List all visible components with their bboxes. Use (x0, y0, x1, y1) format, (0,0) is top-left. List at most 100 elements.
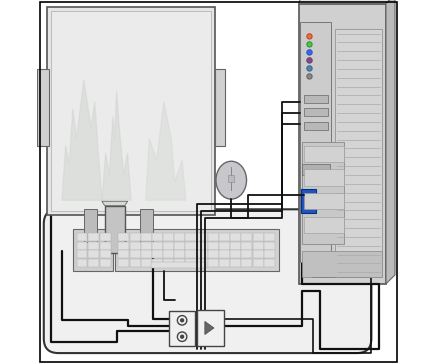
Bar (219, 250, 230, 258)
Bar (197, 233, 208, 241)
Bar (141, 250, 152, 258)
Bar (298, 4, 386, 284)
Polygon shape (102, 201, 128, 206)
Bar (115, 229, 278, 271)
Bar (208, 242, 219, 250)
Bar (197, 310, 224, 346)
Bar (208, 250, 219, 258)
Bar (118, 259, 129, 267)
Bar (302, 251, 382, 277)
Polygon shape (62, 80, 102, 200)
Bar (130, 242, 141, 250)
Circle shape (307, 42, 312, 47)
Bar (76, 259, 87, 267)
Bar (185, 242, 197, 250)
Bar (215, 69, 225, 146)
Bar (219, 242, 230, 250)
Bar (185, 250, 197, 258)
Ellipse shape (216, 161, 246, 199)
Bar (152, 242, 163, 250)
Bar (304, 95, 328, 103)
Bar (170, 311, 195, 346)
Bar (88, 242, 99, 250)
Bar (174, 233, 185, 241)
Bar (118, 242, 129, 250)
Circle shape (180, 319, 184, 322)
Bar (152, 233, 163, 241)
Bar (304, 217, 344, 233)
Circle shape (307, 50, 312, 55)
Bar (88, 233, 99, 241)
Bar (230, 250, 241, 258)
Bar (197, 242, 208, 250)
Bar (76, 242, 87, 250)
Bar (304, 146, 344, 162)
Bar (174, 250, 185, 258)
Bar (88, 259, 99, 267)
Bar (219, 259, 230, 267)
Circle shape (180, 335, 184, 338)
Circle shape (307, 34, 312, 39)
Bar (241, 233, 253, 241)
Bar (84, 209, 97, 242)
Bar (130, 233, 141, 241)
Bar (37, 69, 49, 146)
Bar (140, 209, 153, 242)
Bar (253, 242, 264, 250)
Bar (163, 233, 174, 241)
Bar (152, 259, 163, 267)
Polygon shape (102, 91, 131, 200)
Bar (76, 250, 87, 258)
Bar (118, 233, 129, 241)
Polygon shape (205, 321, 214, 335)
Bar (208, 233, 219, 241)
Bar (130, 259, 141, 267)
Bar (141, 233, 152, 241)
Bar (163, 242, 174, 250)
Bar (264, 259, 275, 267)
Bar (163, 259, 174, 267)
Bar (152, 250, 163, 258)
Bar (100, 233, 111, 241)
Bar (151, 262, 206, 268)
Polygon shape (146, 102, 186, 200)
Bar (118, 250, 129, 258)
Bar (253, 250, 264, 258)
Bar (264, 242, 275, 250)
Bar (253, 233, 264, 241)
Bar (76, 233, 87, 241)
Bar (335, 29, 382, 277)
Bar (100, 259, 111, 267)
Bar (230, 233, 241, 241)
Bar (174, 259, 185, 267)
Bar (185, 233, 197, 241)
Bar (197, 259, 208, 267)
Bar (241, 242, 253, 250)
Circle shape (307, 58, 312, 63)
Polygon shape (386, 0, 395, 284)
Bar (264, 250, 275, 258)
Bar (100, 250, 111, 258)
Bar (48, 7, 215, 215)
Bar (302, 142, 344, 244)
Bar (304, 193, 344, 209)
FancyBboxPatch shape (44, 209, 371, 353)
Bar (302, 164, 329, 175)
Bar (241, 259, 253, 267)
Bar (304, 108, 328, 116)
Bar (302, 189, 316, 213)
Bar (230, 242, 241, 250)
Bar (88, 250, 99, 258)
Bar (208, 259, 219, 267)
Bar (174, 242, 185, 250)
Bar (197, 250, 208, 258)
Bar (228, 175, 234, 182)
Bar (51, 11, 211, 211)
Bar (253, 259, 264, 267)
Bar (304, 169, 344, 186)
Bar (105, 206, 125, 253)
Bar (100, 242, 111, 250)
Bar (219, 233, 230, 241)
Bar (241, 250, 253, 258)
Bar (141, 242, 152, 250)
